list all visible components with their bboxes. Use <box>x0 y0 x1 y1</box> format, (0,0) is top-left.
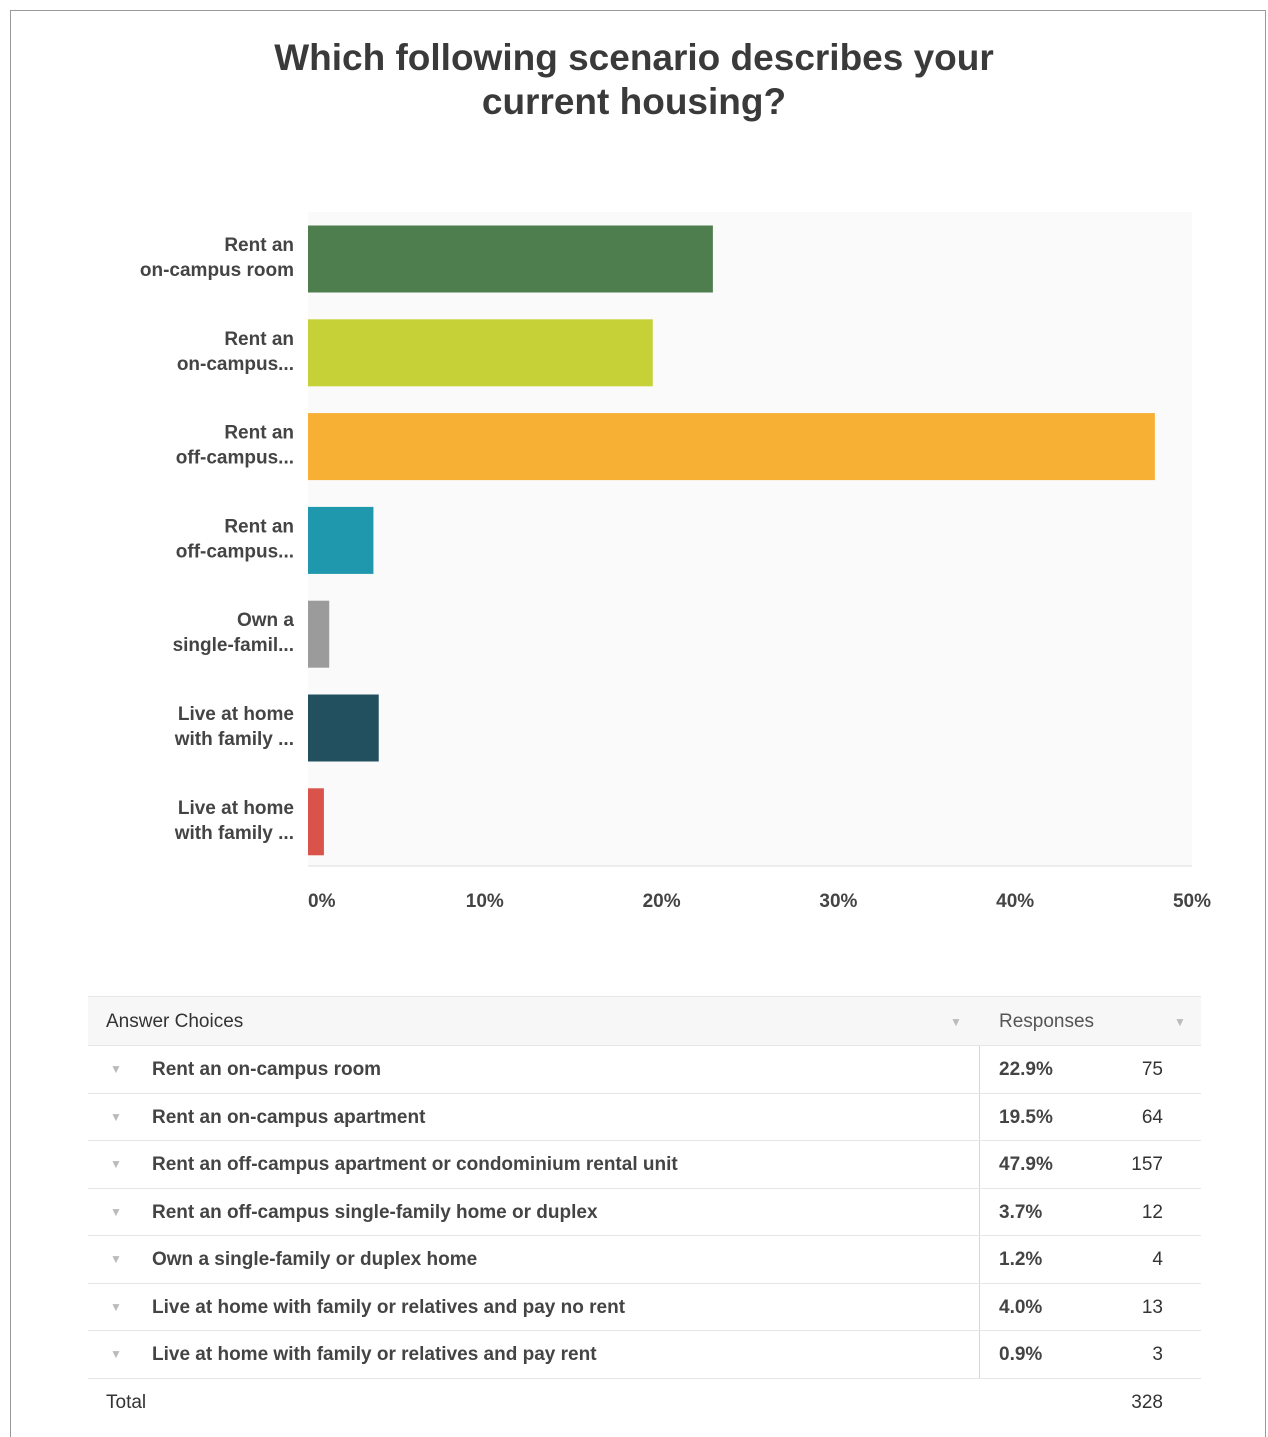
table-row: ▼ Live at home with family or relatives a… <box>88 1284 1201 1331</box>
response-percent: 1.2% <box>999 1249 1043 1270</box>
table-row: ▼ Rent an on-campus apartment 19.5% 64 <box>88 1094 1201 1141</box>
chart-title-line-2: current housing? <box>481 81 787 122</box>
bar-1 <box>308 225 713 293</box>
responses-table: Answer Choices ▼ Responses ▼ ▼ Rent an on… <box>88 996 1201 1426</box>
x-tick-label-30: 30% <box>819 891 857 912</box>
table-row: ▼ Rent an on-campus room 22.9% 75 <box>88 1046 1201 1094</box>
response-percent: 4.0% <box>999 1296 1043 1318</box>
answer-choice: Rent an off-campus single-family home or… <box>152 1201 598 1223</box>
chevron-down-icon[interactable]: ▼ <box>1174 1015 1186 1029</box>
x-tick-label-50: 50% <box>1173 891 1211 912</box>
chart-title: Which following scenario describes your … <box>0 36 1268 124</box>
category-label-5-line-2: single-famil... <box>173 635 294 656</box>
category-label-7-line-2: with family ... <box>174 823 294 844</box>
chevron-down-icon[interactable]: ▼ <box>110 1062 122 1076</box>
response-percent: 3.7% <box>999 1201 1043 1223</box>
category-label-1-line-1: Rent an <box>224 235 294 256</box>
response-percent: 47.9% <box>999 1154 1053 1175</box>
table-row: ▼ Rent an off-campus apartment or condomi… <box>88 1141 1201 1189</box>
bar-2 <box>308 319 653 387</box>
table-body: ▼ Rent an on-campus room 22.9% 75 ▼ Rent an o… <box>88 1046 1201 1379</box>
category-label-3-line-1: Rent an <box>224 423 294 444</box>
response-percent: 19.5% <box>999 1106 1053 1128</box>
x-tick-label-20: 20% <box>643 891 681 912</box>
total-label: Total <box>106 1391 147 1413</box>
bar-4 <box>308 506 374 574</box>
bar-6 <box>308 694 379 762</box>
category-label-6-line-2: with family ... <box>174 729 294 750</box>
plot-area <box>308 212 1192 866</box>
chevron-down-icon[interactable]: ▼ <box>110 1109 122 1124</box>
response-percent: 22.9% <box>999 1059 1053 1080</box>
response-count: 4 <box>1152 1249 1163 1270</box>
category-label-3-line-2: off-campus... <box>176 448 294 469</box>
category-label-2-line-1: Rent an <box>224 329 294 350</box>
x-tick-label-10: 10% <box>466 891 504 912</box>
response-count: 3 <box>1152 1344 1163 1365</box>
page-frame <box>10 10 1266 1437</box>
total-count: 328 <box>1131 1391 1163 1413</box>
response-count: 12 <box>1141 1201 1163 1223</box>
header-responses[interactable]: Responses <box>999 1011 1095 1032</box>
category-label-5-line-1: Own a <box>237 610 294 631</box>
table-row: ▼ Live at home with family or relatives a… <box>88 1331 1201 1379</box>
response-count: 157 <box>1131 1154 1163 1175</box>
table-total-row: Total 328 <box>88 1379 1201 1427</box>
answer-choice: Live at home with family or relatives an… <box>152 1344 597 1365</box>
response-count: 75 <box>1141 1059 1163 1080</box>
category-label-7-line-1: Live at home <box>178 798 294 819</box>
header-answer-choices[interactable]: Answer Choices <box>106 1011 244 1032</box>
table-row: ▼ Rent an off-campus single-family home o… <box>88 1189 1201 1236</box>
table-header-row: Answer Choices ▼ Responses ▼ <box>88 996 1201 1046</box>
bar-5 <box>308 600 330 668</box>
answer-choice: Own a single-family or duplex home <box>152 1249 478 1270</box>
response-count: 64 <box>1141 1106 1163 1128</box>
chevron-down-icon[interactable]: ▼ <box>110 1299 122 1314</box>
response-percent: 0.9% <box>999 1344 1043 1365</box>
category-label-4-line-1: Rent an <box>224 516 294 537</box>
table-column-divider <box>979 996 980 1379</box>
answer-choice: Rent an on-campus room <box>152 1059 382 1080</box>
answer-choice: Rent an off-campus apartment or condomin… <box>152 1154 678 1175</box>
chevron-down-icon[interactable]: ▼ <box>950 1015 962 1029</box>
x-tick-label-40: 40% <box>996 891 1034 912</box>
chart-title-line-1: Which following scenario describes your <box>274 37 994 78</box>
category-label-2-line-2: on-campus... <box>177 354 294 375</box>
chevron-down-icon[interactable]: ▼ <box>110 1204 122 1219</box>
table-row: ▼ Own a single-family or duplex home 1.2% 4 <box>88 1236 1201 1284</box>
response-count: 13 <box>1141 1296 1163 1318</box>
category-label-1-line-2: on-campus room <box>140 260 294 281</box>
chevron-down-icon[interactable]: ▼ <box>110 1347 122 1361</box>
answer-choice: Live at home with family or relatives an… <box>152 1296 626 1318</box>
bar-chart: Rent an on-campus room Rent an on-campus...… <box>139 212 1212 912</box>
category-label-6-line-1: Live at home <box>178 704 294 725</box>
chevron-down-icon[interactable]: ▼ <box>110 1157 122 1171</box>
bar-7 <box>308 788 324 856</box>
chevron-down-icon[interactable]: ▼ <box>110 1252 122 1266</box>
category-label-4-line-2: off-campus... <box>176 541 294 562</box>
answer-choice: Rent an on-campus apartment <box>152 1106 426 1128</box>
bar-3 <box>308 413 1155 481</box>
x-tick-label-0: 0% <box>308 891 336 912</box>
